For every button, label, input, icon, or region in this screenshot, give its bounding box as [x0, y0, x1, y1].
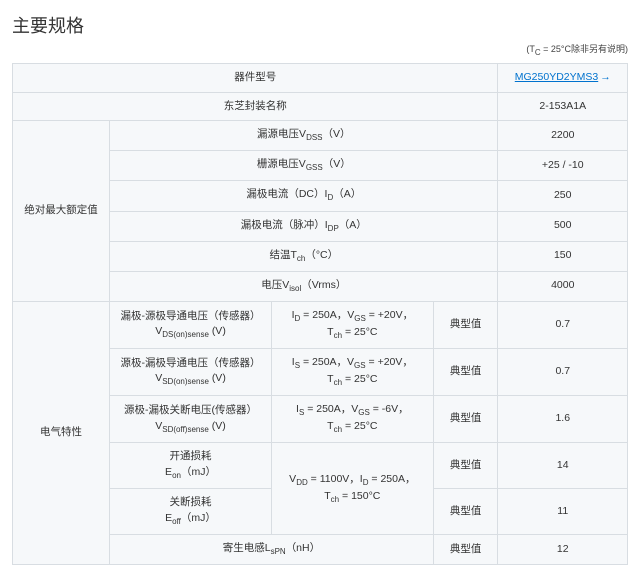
elec-param: 寄生电感LsPN（nH） [110, 535, 434, 565]
temperature-note: (TC = 25°C除非另有说明) [12, 42, 628, 57]
abs-value: +25 / -10 [498, 151, 628, 181]
abs-param: 漏极电流（DC）ID（A） [110, 181, 498, 211]
abs-param: 漏极电流（脉冲）IDP（A） [110, 211, 498, 241]
elec-param: 源极-漏极导通电压（传感器）VSD(on)sense (V) [110, 349, 272, 396]
abs-param: 电压Visol（Vrms） [110, 271, 498, 301]
abs-value: 150 [498, 241, 628, 271]
abs-param: 栅源电压VGSS（V） [110, 151, 498, 181]
elec-param: 源极-漏极关断电压(传感器）VSD(off)sense (V) [110, 396, 272, 443]
package-value-cell: 2-153A1A [498, 92, 628, 121]
part-number-link[interactable]: MG250YD2YMS3 [515, 71, 598, 83]
elec-value: 12 [498, 535, 628, 565]
elec-cond: VDD = 1100V，ID = 250A，Tch = 150°C [271, 443, 433, 535]
abs-value: 500 [498, 211, 628, 241]
typ-label: 典型值 [433, 349, 498, 396]
elec-param: 开通损耗Eon（mJ） [110, 443, 272, 489]
table-row: 器件型号 MG250YD2YMS3→ [13, 63, 628, 92]
abs-param: 漏源电压VDSS（V） [110, 121, 498, 151]
table-row: 电气特性 漏极-源极导通电压（传感器）VDS(on)sense (V) ID =… [13, 301, 628, 348]
spec-table: 器件型号 MG250YD2YMS3→ 东芝封装名称 2-153A1A 绝对最大额… [12, 63, 628, 565]
abs-section-head: 绝对最大额定值 [13, 121, 110, 302]
elec-value: 14 [498, 443, 628, 489]
elec-section-head: 电气特性 [13, 301, 110, 564]
elec-value: 1.6 [498, 396, 628, 443]
typ-label: 典型值 [433, 396, 498, 443]
arrow-right-icon: → [600, 71, 611, 83]
elec-param: 关断损耗Eoff（mJ） [110, 489, 272, 535]
typ-label: 典型值 [433, 301, 498, 348]
typ-label: 典型值 [433, 489, 498, 535]
page-title: 主要规格 [12, 12, 628, 38]
typ-label: 典型值 [433, 535, 498, 565]
table-row: 绝对最大额定值 漏源电压VDSS（V） 2200 [13, 121, 628, 151]
abs-param: 结温Tch（°C） [110, 241, 498, 271]
elec-value: 0.7 [498, 301, 628, 348]
typ-label: 典型值 [433, 443, 498, 489]
abs-value: 250 [498, 181, 628, 211]
table-row: 东芝封装名称 2-153A1A [13, 92, 628, 121]
elec-cond: IS = 250A，VGS = -6V，Tch = 25°C [271, 396, 433, 443]
abs-value: 4000 [498, 271, 628, 301]
elec-value: 0.7 [498, 349, 628, 396]
elec-value: 11 [498, 489, 628, 535]
abs-value: 2200 [498, 121, 628, 151]
part-label-cell: 器件型号 [13, 63, 498, 92]
elec-cond: ID = 250A，VGS = +20V，Tch = 25°C [271, 301, 433, 348]
elec-cond: IS = 250A，VGS = +20V，Tch = 25°C [271, 349, 433, 396]
part-link-cell: MG250YD2YMS3→ [498, 63, 628, 92]
package-label-cell: 东芝封装名称 [13, 92, 498, 121]
elec-param: 漏极-源极导通电压（传感器）VDS(on)sense (V) [110, 301, 272, 348]
